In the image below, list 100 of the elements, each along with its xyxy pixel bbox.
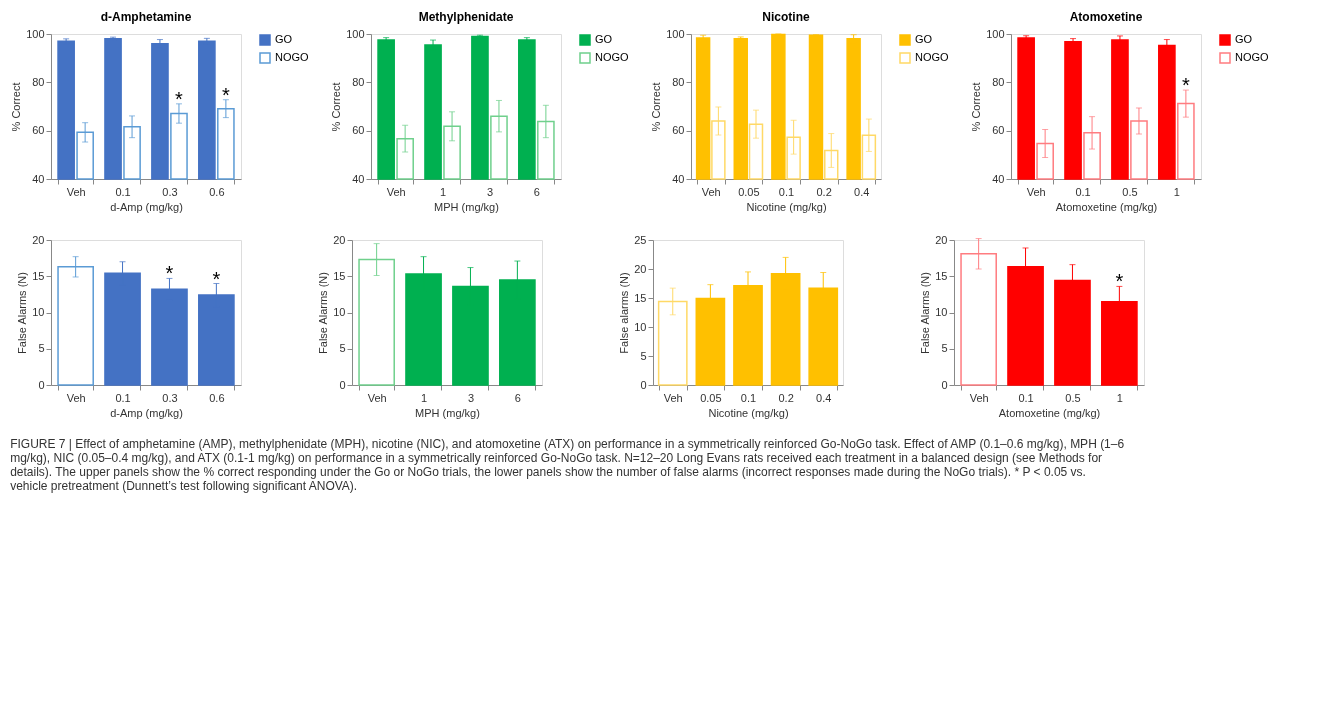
y-tick-label: 60 bbox=[672, 124, 685, 137]
y-tick-label: 60 bbox=[992, 124, 1005, 137]
x-tick-label: 0.2 bbox=[778, 391, 794, 404]
x-axis-title: Atomoxetine (mg/kg) bbox=[998, 406, 1101, 419]
y-tick-label: 100 bbox=[986, 27, 1005, 40]
y-tick-label: 5 bbox=[640, 349, 647, 362]
y-axis-title: False Alarms (N) bbox=[317, 272, 330, 354]
x-tick-label: 0.4 bbox=[816, 391, 832, 404]
y-tick-label: 40 bbox=[672, 172, 685, 185]
x-tick-label: 0.5 bbox=[1065, 391, 1081, 404]
y-tick-label: 5 bbox=[339, 342, 346, 355]
legend-label: NOGO bbox=[275, 51, 310, 63]
x-axis-title: MPH (mg/kg) bbox=[434, 200, 499, 213]
x-tick-label: 0.1 bbox=[1018, 391, 1034, 404]
chart-title: d-Amphetamine bbox=[100, 10, 192, 24]
x-tick-label: Veh bbox=[66, 185, 86, 198]
y-tick-label: 20 bbox=[32, 233, 45, 246]
legend-label: NOGO bbox=[1235, 51, 1270, 63]
annotation: * bbox=[1181, 74, 1190, 97]
x-axis-title: Nicotine (mg/kg) bbox=[708, 406, 789, 419]
legend-label: NOGO bbox=[595, 51, 630, 63]
y-axis-title: False alarms (N) bbox=[618, 272, 631, 354]
x-tick-label: 0.5 bbox=[1122, 185, 1138, 198]
x-tick-label: Veh bbox=[386, 185, 406, 198]
annotation: * bbox=[165, 262, 174, 285]
annotation: * bbox=[175, 87, 184, 110]
x-tick-label: 3 bbox=[486, 185, 494, 198]
x-tick-label: 0.1 bbox=[778, 185, 795, 198]
y-tick-label: 15 bbox=[935, 269, 948, 282]
annotation: * bbox=[221, 83, 230, 106]
x-tick-label: 0.05 bbox=[738, 185, 760, 198]
y-tick-label: 20 bbox=[634, 262, 647, 275]
caption: FIGURE 7 | Effect of amphetamine (AMP), methylphenidate (MPH), nicotine (NIC), and atomoxetine (ATX) on performance in a symmetrically reinforced Go-NoGo task. Effect of AMP (0.1–0.6 mg/kg), MPH (1–6 mg/kg), NIC (0.05–0.4 mg/kg), and ATX (0.1-1 mg/kg) on performance in a symmetrically reinforced Go-NoGo task. N=12–20 Long Evans rats received each treatment in a balanced design (see Methods for details). The upper panels show the % correct responding under the Go or NoGo trials, the lower panels show the number of false alarms (incorrect responses made during the NoGo trials). * P < 0.05 vs. vehicle pretreatment (Dunnett’s test following significant ANOVA). bbox=[10, 436, 1125, 493]
y-tick-label: 0 bbox=[941, 378, 948, 391]
y-axis-title: % Correct bbox=[970, 82, 983, 132]
x-tick-label: 0.6 bbox=[209, 391, 225, 404]
y-tick-label: 25 bbox=[634, 233, 647, 246]
x-axis-title: d-Amp (mg/kg) bbox=[110, 406, 183, 419]
x-tick-label: 6 bbox=[514, 391, 521, 404]
chart-title: Nicotine bbox=[762, 10, 810, 24]
chart-title: Methylphenidate bbox=[418, 10, 514, 24]
y-tick-label: 5 bbox=[38, 342, 45, 355]
y-tick-label: 5 bbox=[941, 342, 948, 355]
y-tick-label: 80 bbox=[32, 75, 45, 88]
y-axis-title: False Alarms (N) bbox=[16, 272, 29, 354]
x-axis-title: Nicotine (mg/kg) bbox=[746, 200, 827, 213]
legend-label: GO bbox=[275, 33, 293, 45]
y-tick-label: 40 bbox=[992, 172, 1005, 185]
annotation: * bbox=[212, 267, 221, 290]
x-axis-title: d-Amp (mg/kg) bbox=[110, 200, 183, 213]
x-tick-label: 6 bbox=[533, 185, 540, 198]
y-tick-label: 15 bbox=[32, 269, 45, 282]
y-axis-title: % Correct bbox=[650, 82, 663, 132]
x-tick-label: 3 bbox=[467, 391, 475, 404]
x-tick-label: 0.3 bbox=[162, 185, 178, 198]
y-axis-title: % Correct bbox=[330, 82, 343, 132]
chart-title: Atomoxetine bbox=[1069, 10, 1143, 24]
annotation: * bbox=[1115, 270, 1124, 293]
y-tick-label: 100 bbox=[346, 27, 365, 40]
y-tick-label: 80 bbox=[352, 75, 365, 88]
x-tick-label: Veh bbox=[701, 185, 721, 198]
x-tick-label: 0.1 bbox=[115, 391, 131, 404]
x-tick-label: 0.2 bbox=[816, 185, 832, 198]
x-tick-label: 0.1 bbox=[740, 391, 757, 404]
y-tick-label: 40 bbox=[32, 172, 45, 185]
x-tick-label: Veh bbox=[66, 391, 86, 404]
y-axis-title: % Correct bbox=[10, 82, 23, 132]
x-tick-label: 0.6 bbox=[209, 185, 225, 198]
y-tick-label: 100 bbox=[666, 27, 685, 40]
x-tick-label: 0.05 bbox=[700, 391, 722, 404]
y-tick-label: 60 bbox=[32, 124, 45, 137]
x-tick-label: 0.1 bbox=[115, 185, 131, 198]
y-tick-label: 0 bbox=[640, 378, 647, 391]
y-tick-label: 80 bbox=[992, 75, 1005, 88]
x-tick-label: 1 bbox=[420, 391, 428, 404]
x-tick-label: Veh bbox=[969, 391, 989, 404]
y-tick-label: 40 bbox=[352, 172, 365, 185]
x-tick-label: Veh bbox=[663, 391, 683, 404]
y-tick-label: 60 bbox=[352, 124, 365, 137]
y-tick-label: 15 bbox=[333, 269, 346, 282]
x-axis-title: MPH (mg/kg) bbox=[415, 406, 480, 419]
y-tick-label: 15 bbox=[634, 291, 647, 304]
legend-label: GO bbox=[1235, 33, 1253, 45]
y-tick-label: 0 bbox=[339, 378, 346, 391]
y-tick-label: 100 bbox=[26, 27, 45, 40]
x-tick-label: 1 bbox=[1116, 391, 1123, 404]
x-tick-label: 0.3 bbox=[162, 391, 178, 404]
y-tick-label: 80 bbox=[672, 75, 685, 88]
legend-label: GO bbox=[595, 33, 613, 45]
y-tick-label: 0 bbox=[38, 378, 45, 391]
y-axis-title: False Alarms (N) bbox=[919, 272, 932, 354]
x-tick-label: 1 bbox=[439, 185, 447, 198]
x-axis-title: Atomoxetine (mg/kg) bbox=[1055, 200, 1158, 213]
legend-label: NOGO bbox=[915, 51, 950, 63]
x-tick-label: 0.1 bbox=[1075, 185, 1091, 198]
y-tick-label: 20 bbox=[935, 233, 948, 246]
x-tick-label: Veh bbox=[1026, 185, 1046, 198]
y-tick-label: 10 bbox=[935, 306, 948, 318]
y-tick-label: 10 bbox=[32, 306, 45, 318]
x-tick-label: 0.4 bbox=[854, 185, 870, 198]
